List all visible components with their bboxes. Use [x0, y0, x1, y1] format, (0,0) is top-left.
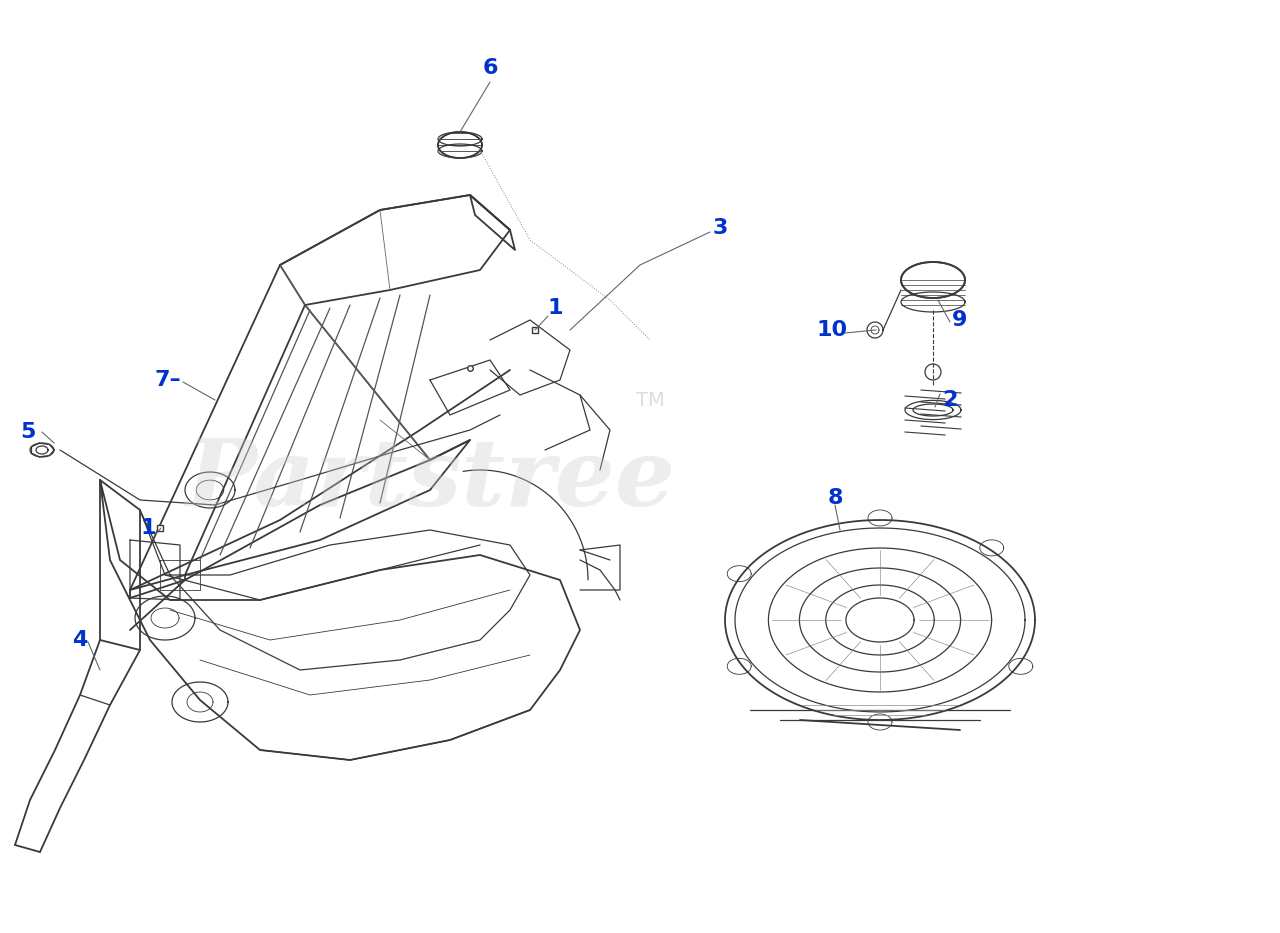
Text: TM: TM: [636, 391, 664, 410]
Text: 2: 2: [942, 390, 957, 410]
Text: 6: 6: [483, 58, 498, 78]
Text: Partstree: Partstree: [186, 435, 675, 525]
Text: 8: 8: [827, 488, 842, 508]
Text: 1: 1: [141, 518, 156, 538]
Text: 1: 1: [548, 298, 563, 318]
Text: 7–: 7–: [155, 370, 182, 390]
Text: 9: 9: [952, 310, 968, 330]
Text: 10: 10: [817, 320, 847, 340]
Text: 3: 3: [712, 218, 728, 238]
Text: 5: 5: [20, 422, 36, 442]
Text: 4: 4: [72, 630, 88, 650]
